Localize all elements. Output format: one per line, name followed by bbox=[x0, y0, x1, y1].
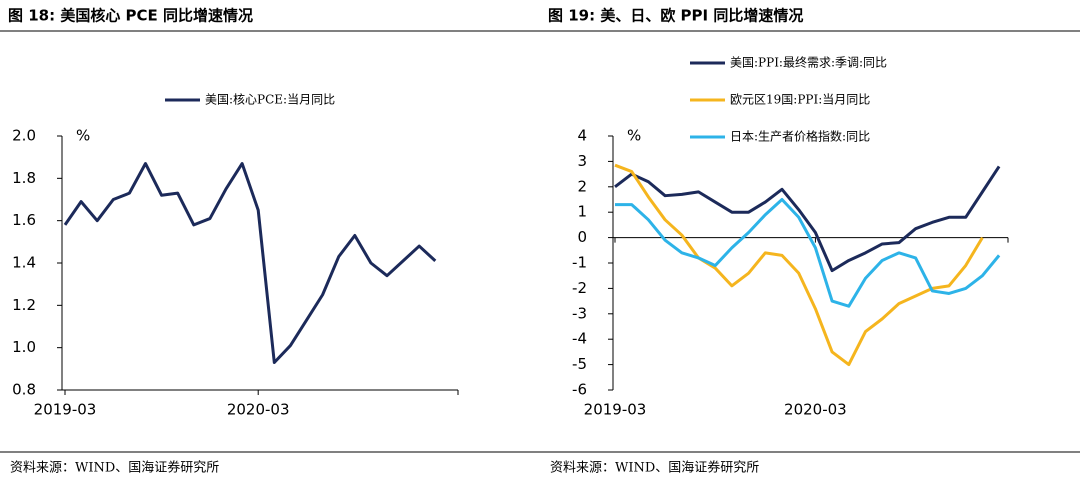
legend-label: 美国:核心PCE:当月同比 bbox=[205, 93, 335, 107]
legend-label: 日本:生产者价格指数:同比 bbox=[730, 129, 870, 144]
legend-label: 欧元区19国:PPI:当月同比 bbox=[730, 93, 870, 107]
y-tick-label: -1 bbox=[572, 254, 587, 272]
series-line bbox=[63, 162, 437, 364]
y-tick-label: -6 bbox=[572, 381, 587, 399]
y-unit: % bbox=[76, 127, 90, 145]
y-tick-label: 1.4 bbox=[12, 254, 36, 272]
x-tick-label: 2019-03 bbox=[34, 401, 97, 419]
y-tick-label: 3 bbox=[577, 152, 587, 170]
source-note: 资料来源：WIND、国海证券研究所 bbox=[550, 460, 759, 476]
y-tick-label: 0.8 bbox=[12, 381, 36, 399]
y-tick-label: 1 bbox=[577, 203, 587, 221]
y-tick-label: 1.6 bbox=[12, 211, 36, 229]
x-tick-label: 2020-03 bbox=[227, 401, 290, 419]
chart-title: 图 18: 美国核心 PCE 同比增速情况 bbox=[8, 7, 253, 25]
y-tick-label: 4 bbox=[577, 127, 587, 145]
chart-title: 图 19: 美、日、欧 PPI 同比增速情况 bbox=[548, 7, 803, 25]
y-tick-label: 2.0 bbox=[12, 127, 36, 145]
y-unit: % bbox=[627, 127, 641, 145]
source-note: 资料来源：WIND、国海证券研究所 bbox=[10, 460, 219, 476]
y-tick-label: 1.8 bbox=[12, 169, 36, 187]
y-tick-label: -4 bbox=[572, 330, 587, 348]
series-line bbox=[615, 198, 1001, 308]
y-tick-label: 0 bbox=[577, 228, 587, 246]
series-line bbox=[614, 163, 984, 367]
y-tick-label: -3 bbox=[572, 304, 587, 322]
x-tick-label: 2019-03 bbox=[584, 401, 647, 419]
series-line bbox=[614, 165, 1001, 273]
y-tick-label: -5 bbox=[572, 355, 587, 373]
x-tick-label: 2020-03 bbox=[784, 401, 847, 419]
legend-label: 美国:PPI:最终需求:季调:同比 bbox=[730, 55, 887, 70]
y-tick-label: 1.0 bbox=[12, 338, 36, 356]
y-tick-label: -2 bbox=[572, 279, 587, 297]
y-tick-label: 1.2 bbox=[12, 296, 36, 314]
y-tick-label: 2 bbox=[577, 177, 587, 195]
